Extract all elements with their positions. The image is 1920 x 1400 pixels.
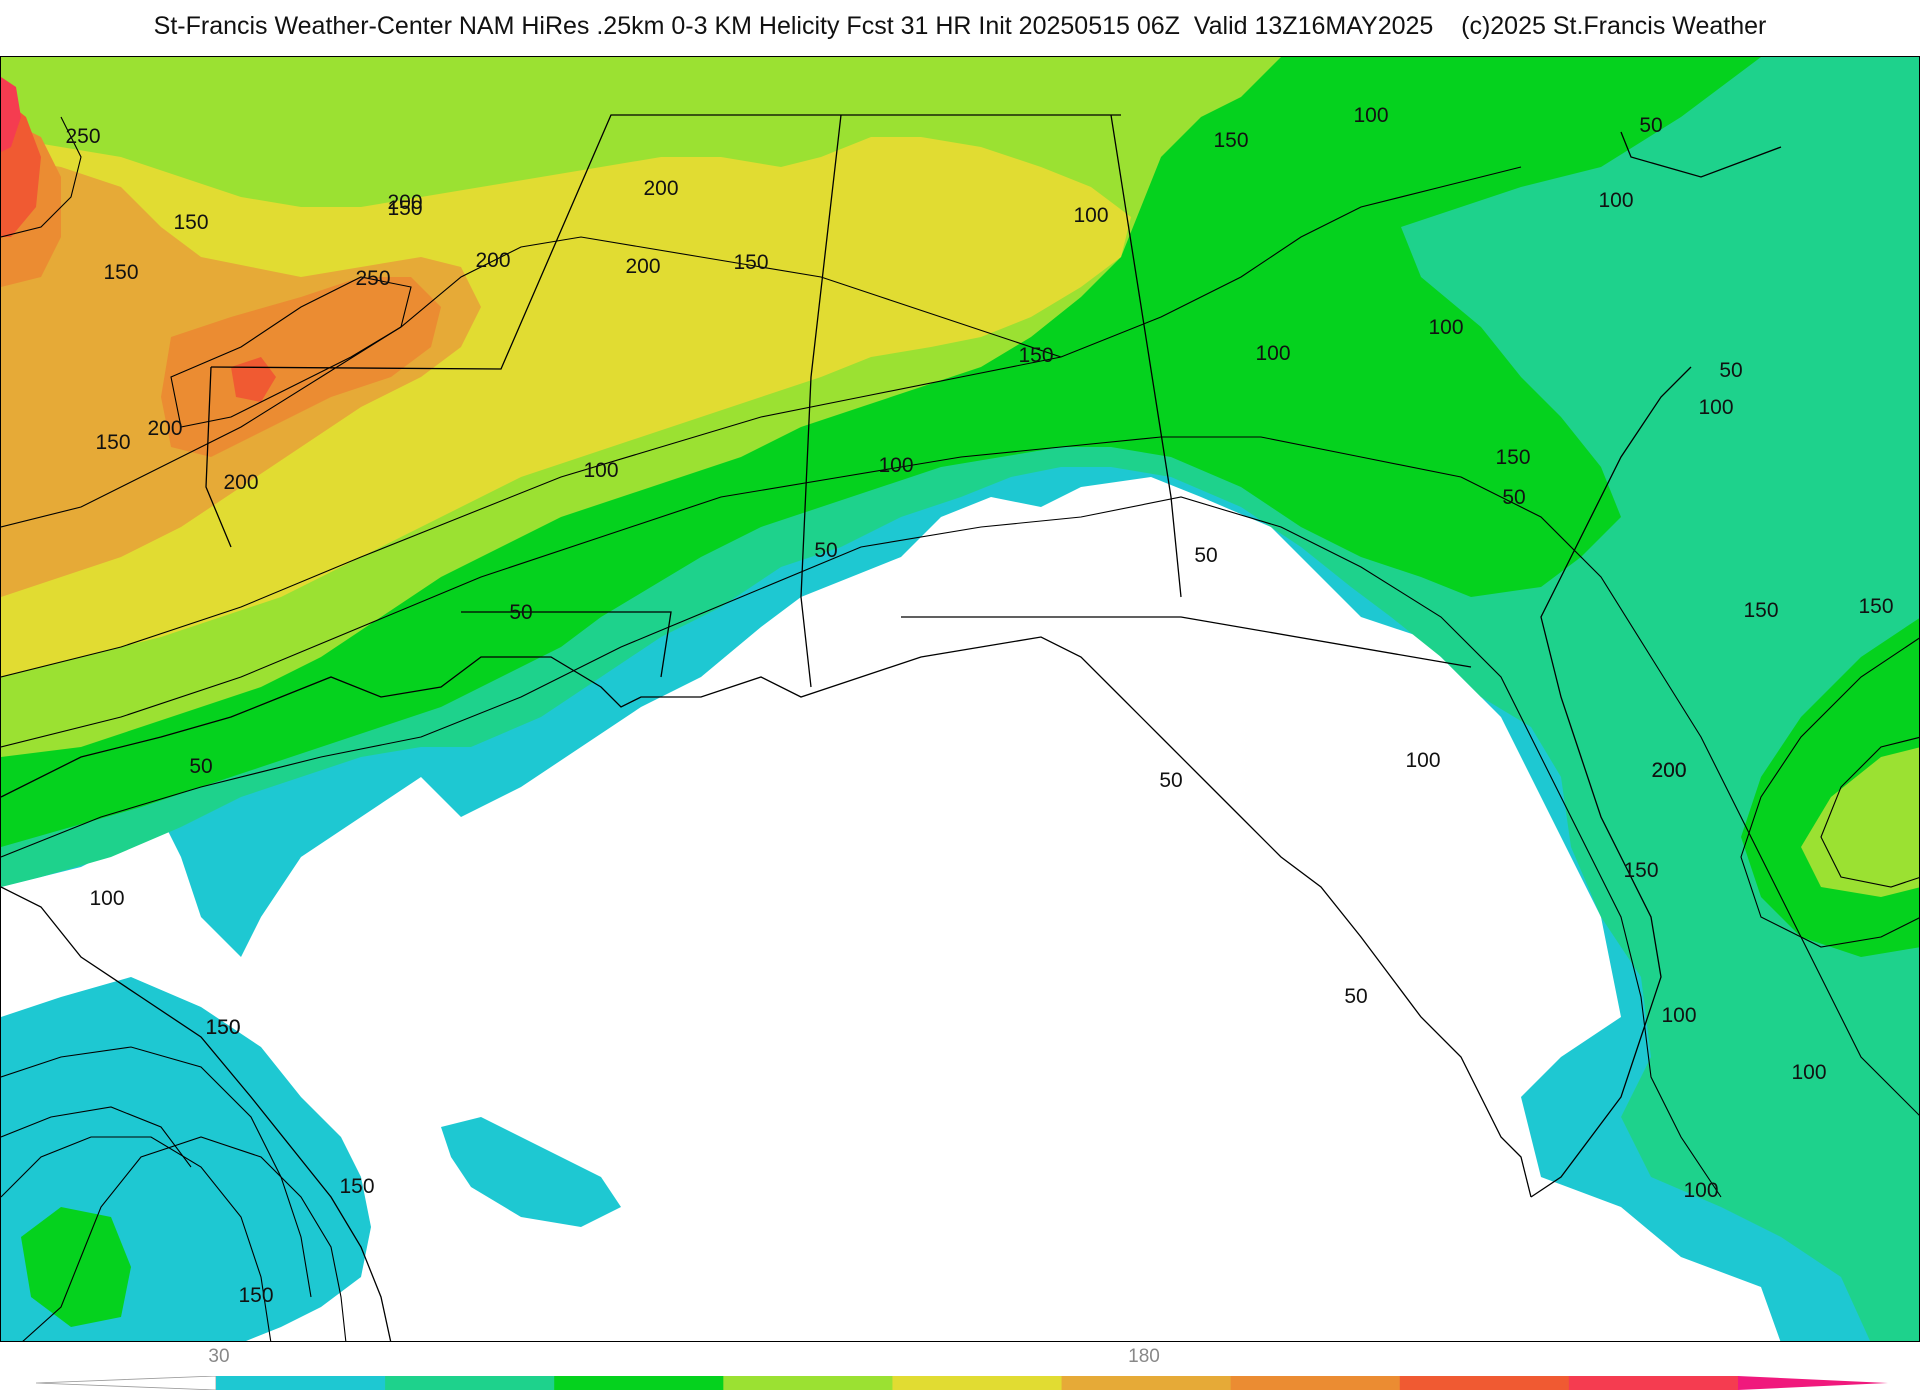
state-border-la	[461, 611, 672, 678]
contour-label: 100	[1428, 316, 1463, 339]
map-panel: 250 150 200 150 200 250 200 150 200 200 150 200 150 1…	[0, 56, 1920, 1342]
contour-label: 100	[878, 454, 913, 477]
contour-label: 50	[509, 601, 532, 624]
contour-label: 150	[1743, 599, 1778, 622]
contour-label: 50	[814, 539, 837, 562]
colorbar-low-arrow	[36, 1376, 217, 1390]
contour-150-east	[1740, 637, 1919, 948]
contour-label: 150	[339, 1175, 374, 1198]
contour-label: 150	[238, 1284, 273, 1307]
contour-label: 100	[1661, 1004, 1696, 1027]
contour-label: 150	[733, 251, 768, 274]
contour-label: 100	[583, 459, 618, 482]
band-120-east	[1801, 747, 1919, 897]
contour-label: 100	[1353, 104, 1388, 127]
contour-250-north	[1, 116, 82, 238]
contour-label: 200	[643, 177, 678, 200]
contour-100-north	[1, 436, 1919, 1116]
colorbar-block	[385, 1376, 555, 1390]
contour-label: 50	[1194, 544, 1217, 567]
contour-label: 50	[189, 755, 212, 778]
contour-label: 150	[1495, 446, 1530, 469]
contour-150-north	[1, 166, 1522, 678]
contour-label: 100	[89, 887, 124, 910]
contour-label: 50	[1344, 985, 1367, 1008]
contour-label: 100	[1791, 1061, 1826, 1084]
contour-label: 200	[1651, 759, 1686, 782]
state-border-ar	[205, 366, 232, 548]
contour-label: 100	[1698, 396, 1733, 419]
state-border-tn-south	[210, 114, 1121, 370]
band-30-gulf	[441, 1117, 621, 1227]
band-150	[1, 137, 1131, 677]
contour-label: 200	[147, 417, 182, 440]
colorbar-block	[1061, 1376, 1232, 1390]
band-240-b	[231, 357, 276, 402]
contour-150-sw	[1, 1046, 312, 1298]
contour-label: 50	[1719, 359, 1742, 382]
contour-label: 100	[1405, 749, 1440, 772]
colorbar	[36, 1376, 1888, 1390]
contour-100-sw	[1, 1136, 272, 1341]
contour-label: 150	[1213, 129, 1248, 152]
contour-50-sw	[22, 1136, 347, 1341]
contour-label: 150	[205, 1016, 240, 1039]
colorbar-block	[1230, 1376, 1401, 1390]
colorbar-block	[1399, 1376, 1570, 1390]
contour-label: 150	[95, 431, 130, 454]
contour-label: 100	[1598, 189, 1633, 212]
helicity-map: 2501502001502002502001502002001502001501…	[1, 57, 1919, 1341]
map-title: St-Francis Weather-Center NAM HiRes .25k…	[153, 12, 1767, 40]
boundaries	[1, 114, 1782, 1341]
contour-200-east	[1820, 736, 1919, 888]
state-border-nc-sc	[1620, 131, 1782, 178]
contour-label: 150	[173, 211, 208, 234]
contour-label: 200	[223, 471, 258, 494]
contour-200-sw	[1, 1106, 192, 1168]
colorbar-block	[1568, 1376, 1739, 1390]
colorbar-tick-30: 30	[208, 1346, 230, 1367]
contour-label: 100	[1683, 1179, 1718, 1202]
state-border-al-ga	[1110, 114, 1182, 598]
contour-50-north	[1, 496, 1722, 1198]
contour-label: 150	[103, 261, 138, 284]
contour-label: 50	[1502, 486, 1525, 509]
contour-250-b	[170, 276, 412, 428]
colorbar-block	[892, 1376, 1063, 1390]
contour-200-north	[1, 236, 1062, 528]
helicity-fill	[1, 57, 1919, 1341]
band-90-swirl	[21, 1207, 131, 1327]
contour-label: 150	[1858, 595, 1893, 618]
colorbar-high-arrow	[1738, 1376, 1888, 1390]
contour-label: 100	[1255, 342, 1290, 365]
contour-label: 150	[205, 1016, 240, 1039]
contour-label: 200	[1651, 759, 1686, 782]
colorbar-block	[216, 1376, 386, 1390]
state-border-fl	[901, 616, 1472, 668]
contour-label: 200	[625, 255, 660, 278]
contour-label: 50	[1639, 114, 1662, 137]
contour-label: 250	[65, 125, 100, 148]
contour-label: 100	[1073, 204, 1108, 227]
colorbar-block	[554, 1376, 724, 1390]
coastline-gulf	[1, 636, 1532, 1198]
contour-labels: 2501502001502002502001502002001502001501…	[65, 104, 1893, 1307]
helicity-contours	[1, 116, 1919, 1341]
coastline-atlantic	[1530, 366, 1692, 1198]
band-270	[1, 77, 21, 152]
contour-label: 50	[1159, 769, 1182, 792]
contour-label: 150	[1623, 859, 1658, 882]
colorbar-block	[723, 1376, 893, 1390]
coastline-texas	[1, 886, 392, 1341]
contour-label: 250	[355, 267, 390, 290]
colorbar-tick-180: 180	[1128, 1346, 1160, 1367]
contour-label: 200	[475, 249, 510, 272]
contour-label: 150	[387, 197, 422, 220]
contour-label: 150	[1018, 344, 1053, 367]
contour-label: 200	[387, 191, 422, 214]
state-border-ms-al	[800, 114, 842, 688]
